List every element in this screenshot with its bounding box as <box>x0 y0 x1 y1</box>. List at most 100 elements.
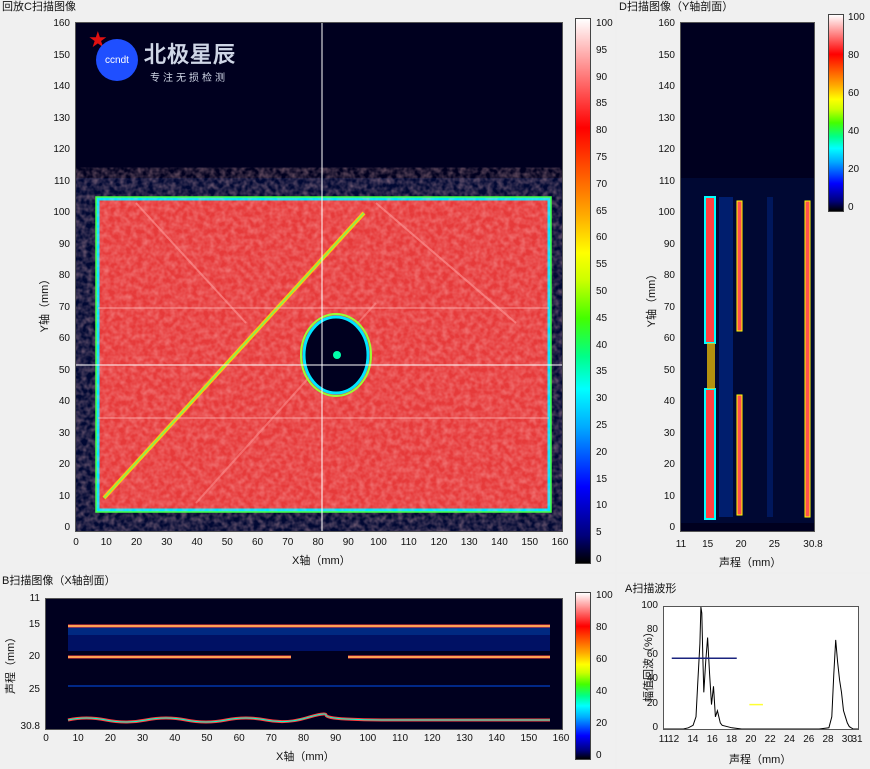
y-tick-label: 30 <box>663 427 675 439</box>
y-tick-label: 30.8 <box>20 721 40 732</box>
x-tick-label: 16 <box>706 734 718 745</box>
y-tick-label: 50 <box>58 364 70 376</box>
y-tick-label: 100 <box>848 12 865 23</box>
y-tick-label: 150 <box>53 49 70 61</box>
x-tick-label: 130 <box>460 537 478 548</box>
y-tick-label: 110 <box>659 175 675 187</box>
y-tick-label: 70 <box>663 301 675 313</box>
x-tick-label: 20 <box>130 537 143 548</box>
cscan-plot[interactable]: ★ ccndt 北极星辰 专注无损检测 <box>75 22 563 532</box>
cscan-title: 回放C扫描图像 <box>2 1 76 13</box>
x-tick-label: 28 <box>822 734 834 745</box>
y-tick-label: 55 <box>596 259 608 271</box>
y-tick-label: 85 <box>596 98 608 110</box>
y-tick-label: 140 <box>658 81 675 92</box>
x-tick-label: 50 <box>221 537 233 548</box>
y-tick-label: 10 <box>663 490 675 502</box>
y-tick-label: 45 <box>596 312 608 324</box>
cscan-xlabel: X轴（mm） <box>292 555 351 567</box>
y-tick-label: 10 <box>596 500 608 512</box>
y-tick-label: 0 <box>596 750 602 761</box>
x-tick-label: 150 <box>520 733 538 744</box>
dscan-panel: D扫描图像（Y轴剖面） 11 15 20 25 30.8 0 10 20 30 40 50 60 70… <box>617 0 870 572</box>
y-tick-label: 60 <box>596 654 608 665</box>
y-tick-label: 80 <box>596 125 608 137</box>
x-tick-label: 26 <box>803 734 815 745</box>
y-tick-label: 80 <box>663 270 675 281</box>
y-tick-label: 150 <box>658 49 675 61</box>
y-tick-label: 160 <box>53 18 70 29</box>
x-tick-label: 100 <box>359 733 377 744</box>
y-tick-label: 0 <box>652 722 658 733</box>
x-tick-label: 15 <box>702 539 714 550</box>
y-tick-label: 50 <box>596 286 608 297</box>
bscan-image <box>67 624 550 724</box>
brand-slogan: 专注无损检测 <box>150 73 228 84</box>
bscan-title: B扫描图像（X轴剖面） <box>2 575 116 587</box>
x-tick-label: 18 <box>725 734 738 745</box>
y-tick-label: 20 <box>663 459 675 470</box>
y-tick-label: 60 <box>663 333 675 344</box>
y-tick-label: 60 <box>848 88 860 99</box>
x-tick-label: 0 <box>43 733 49 744</box>
x-tick-label: 90 <box>330 733 342 744</box>
y-tick-label: 0 <box>669 522 675 533</box>
x-tick-label: 160 <box>552 733 570 744</box>
logo-circle <box>96 39 138 81</box>
x-tick-label: 120 <box>430 537 448 548</box>
x-tick-label: 140 <box>491 537 508 548</box>
dscan-plot[interactable] <box>680 22 815 532</box>
y-tick-label: 20 <box>28 651 40 663</box>
dscan-colorbar <box>828 14 844 212</box>
ascan-xlabel: 声程（mm） <box>729 754 792 766</box>
y-tick-label: 20 <box>596 446 608 458</box>
y-tick-label: 35 <box>596 366 608 378</box>
bscan-xlabel: X轴（mm） <box>276 751 335 763</box>
x-tick-label: 40 <box>169 733 181 744</box>
y-tick-label: 90 <box>58 238 70 250</box>
ascan-panel: A扫描波形 11 12 14 16 18 20 22 24 26 28 30 31 0 20 40 60 80… <box>617 574 870 769</box>
bscan-colorbar <box>575 592 591 760</box>
y-tick-label: 160 <box>658 18 675 29</box>
y-tick-label: 90 <box>596 71 608 83</box>
bscan-panel: B扫描图像（X轴剖面） 0 10 20 30 40 50 60 70 80 90 100 110 120… <box>0 574 615 769</box>
y-tick-label: 40 <box>596 339 608 351</box>
x-tick-label: 90 <box>342 537 354 548</box>
x-tick-label: 30 <box>137 733 149 744</box>
y-tick-label: 40 <box>596 686 608 697</box>
y-tick-label: 40 <box>848 126 860 137</box>
cscan-colorbar <box>575 18 591 564</box>
y-tick-label: 65 <box>596 205 608 217</box>
x-tick-label: 60 <box>251 537 264 548</box>
y-tick-label: 40 <box>646 673 658 685</box>
y-tick-label: 70 <box>596 178 608 190</box>
x-tick-label: 10 <box>100 537 112 548</box>
ascan-waveform-line <box>664 607 858 729</box>
brand-logo: ★ ccndt 北极星辰 专注无损检测 <box>84 29 254 91</box>
x-tick-label: 50 <box>201 733 213 744</box>
y-tick-label: 80 <box>848 50 860 61</box>
y-tick-label: 90 <box>663 238 675 250</box>
y-tick-label: 95 <box>596 44 608 56</box>
y-tick-label: 140 <box>53 81 70 92</box>
dscan-xlabel: 声程（mm） <box>719 557 782 569</box>
cscan-image <box>76 23 562 531</box>
y-tick-label: 20 <box>58 459 70 470</box>
y-tick-label: 130 <box>53 112 70 124</box>
x-tick-label: 160 <box>551 537 569 548</box>
x-tick-label: 40 <box>191 537 203 548</box>
x-tick-label: 60 <box>233 733 245 744</box>
ascan-plot[interactable] <box>663 606 859 730</box>
x-tick-label: 30 <box>841 734 853 745</box>
x-tick-label: 20 <box>745 734 757 745</box>
bscan-plot[interactable] <box>45 598 563 730</box>
x-tick-label: 70 <box>265 733 277 744</box>
brand-name: 北极星辰 <box>144 42 237 67</box>
y-tick-label: 80 <box>596 622 608 633</box>
x-tick-label: 20 <box>735 539 747 550</box>
x-tick-label: 130 <box>456 733 473 744</box>
y-tick-label: 0 <box>848 202 854 213</box>
y-tick-label: 11 <box>29 593 40 604</box>
x-tick-label: 22 <box>764 734 776 745</box>
y-tick-label: 100 <box>641 600 658 611</box>
